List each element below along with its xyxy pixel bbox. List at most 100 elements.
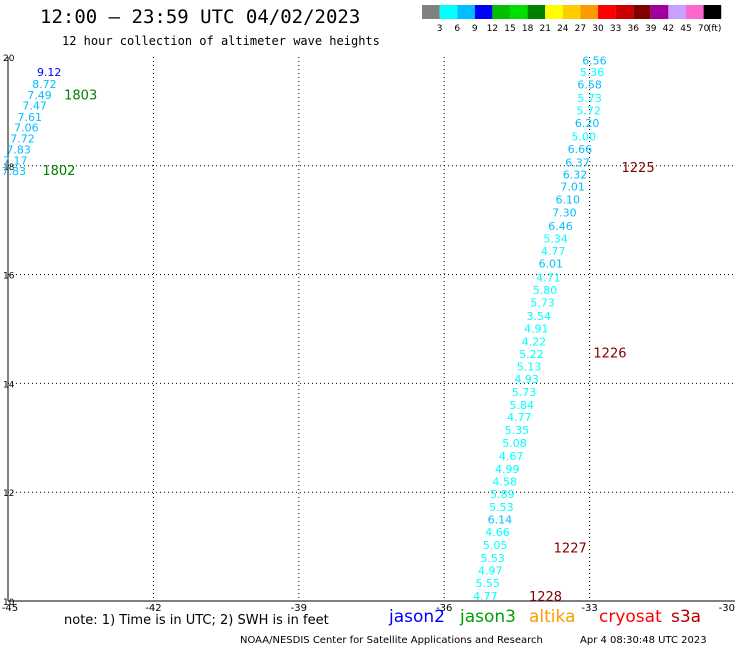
colorbar-tick-label: 70 bbox=[698, 24, 710, 34]
time-annotation: 1803 bbox=[64, 89, 97, 104]
colorbar-tick-label: 21 bbox=[539, 24, 550, 34]
footer-credit: NOAA/NESDIS Center for Satellite Applica… bbox=[240, 635, 543, 646]
colorbar-tick-label: 6 bbox=[454, 24, 460, 34]
colorbar-tick-label: 9 bbox=[472, 24, 478, 34]
data-point-label: 7.01 bbox=[560, 180, 585, 193]
x-tick-label: -36 bbox=[436, 603, 452, 614]
data-point-label: 4.93 bbox=[514, 373, 539, 386]
data-point-label: 7.83 bbox=[2, 165, 27, 178]
data-point-label: 5.34 bbox=[543, 233, 568, 246]
data-point-label: 9.12 bbox=[37, 66, 62, 79]
data-point-label: 7.17 bbox=[3, 154, 28, 167]
satellite-legend-item: altika bbox=[529, 607, 576, 627]
satellite-legend-item: jason3 bbox=[460, 607, 516, 627]
colorbar-swatch bbox=[457, 5, 475, 19]
data-point-label: 7.61 bbox=[18, 111, 43, 124]
data-point-label: 7.30 bbox=[552, 207, 577, 220]
data-point-label: 4.71 bbox=[536, 271, 561, 284]
colorbar-tick-label: 33 bbox=[610, 24, 621, 34]
x-tick-label: -33 bbox=[581, 603, 597, 614]
data-point-label: 5.80 bbox=[533, 284, 558, 297]
data-point-label: 5.05 bbox=[483, 539, 508, 552]
colorbar-swatch bbox=[439, 5, 458, 19]
data-point-label: 5.00 bbox=[572, 130, 597, 143]
footer-note: note: 1) Time is in UTC; 2) SWH is in fe… bbox=[64, 613, 329, 628]
data-point-label: 6.01 bbox=[539, 258, 564, 271]
colorbar-tick-label: 39 bbox=[645, 24, 657, 34]
data-point-label: 5.89 bbox=[490, 488, 515, 501]
colorbar-tick-label: 15 bbox=[504, 24, 515, 34]
colorbar-swatch bbox=[562, 5, 581, 19]
data-point-label: 6.56 bbox=[582, 54, 607, 67]
data-point-label: 6.14 bbox=[488, 513, 513, 526]
data-point-label: 6.32 bbox=[563, 169, 588, 182]
data-point-label: 5.08 bbox=[502, 437, 527, 450]
x-tick-label: -45 bbox=[2, 603, 18, 614]
satellite-legend-item: s3a bbox=[671, 607, 702, 627]
satellite-legend-item: cryosat bbox=[599, 607, 662, 627]
colorbar-tick-label: 24 bbox=[557, 24, 569, 34]
y-tick-label: 18 bbox=[3, 163, 15, 173]
colorbar-tick-label: 3 bbox=[437, 24, 443, 34]
colorbar-tick-label: 42 bbox=[663, 24, 674, 34]
data-point-label: 6.66 bbox=[568, 143, 593, 156]
data-point-label: 5.84 bbox=[509, 399, 534, 412]
time-annotation: 1228 bbox=[529, 590, 562, 605]
colorbar-tick-label: 18 bbox=[522, 24, 534, 34]
data-point-label: 4.58 bbox=[493, 475, 518, 488]
data-point-label: 4.97 bbox=[478, 565, 503, 578]
colorbar-swatch bbox=[633, 5, 651, 19]
colorbar-legend: 3 6 9 12 15 18 21 24 27 30 33 36 39 42 45 70(ft) bbox=[422, 5, 722, 34]
colorbar-tick-label: 27 bbox=[575, 24, 586, 34]
data-point-label: 4.77 bbox=[507, 411, 532, 424]
y-tick-label: 10 bbox=[3, 598, 15, 608]
data-point-label: 7.47 bbox=[22, 99, 47, 112]
data-point-label: 7.49 bbox=[27, 89, 52, 102]
colorbar-swatch bbox=[598, 5, 616, 19]
colorbar-swatch bbox=[668, 5, 686, 19]
colorbar-swatch bbox=[650, 5, 669, 19]
colorbar-tick-label: 45 bbox=[680, 24, 691, 34]
data-point-label: 5.22 bbox=[519, 348, 544, 361]
satellite-legend-item: jason2 bbox=[389, 607, 445, 627]
time-annotation: 1226 bbox=[593, 346, 626, 361]
data-point-label: 5.13 bbox=[517, 361, 542, 374]
data-point-label: 6.46 bbox=[548, 220, 573, 233]
y-tick-label: 16 bbox=[3, 272, 15, 282]
data-point-label: 5.73 bbox=[530, 296, 555, 309]
colorbar-swatch bbox=[703, 5, 722, 19]
colorbar-swatch bbox=[686, 5, 704, 19]
data-point-label: 5.36 bbox=[580, 66, 605, 79]
colorbar-swatch bbox=[615, 5, 634, 19]
colorbar-swatch bbox=[510, 5, 528, 19]
data-point-label: 5.55 bbox=[476, 577, 501, 590]
y-tick-label: 14 bbox=[3, 380, 15, 390]
data-point-label: 7.83 bbox=[6, 143, 31, 156]
data-point-label: 5.35 bbox=[505, 424, 530, 437]
data-point-label: 4.91 bbox=[524, 322, 549, 335]
colorbar-swatch bbox=[474, 5, 493, 19]
data-point-label: 4.99 bbox=[495, 463, 520, 476]
colorbar-unit: (ft) bbox=[708, 24, 722, 34]
colorbar-swatch bbox=[527, 5, 546, 19]
colorbar-swatch bbox=[492, 5, 510, 19]
data-point-label: 5.53 bbox=[480, 552, 505, 565]
colorbar-tick-label: 30 bbox=[592, 24, 604, 34]
x-tick-label: -42 bbox=[145, 603, 161, 614]
time-annotation: 1802 bbox=[42, 164, 75, 179]
time-annotation: 1225 bbox=[622, 161, 655, 176]
data-point-label: 7.72 bbox=[10, 133, 35, 146]
colorbar-swatch bbox=[580, 5, 598, 19]
colorbar-swatch bbox=[545, 5, 563, 19]
footer-timestamp: Apr 4 08:30:48 UTC 2023 bbox=[580, 635, 707, 646]
data-point-label: 5.72 bbox=[576, 104, 601, 117]
data-point-label: 8.72 bbox=[32, 78, 57, 91]
colorbar-tick-label: 12 bbox=[487, 24, 498, 34]
data-point-label: 4.22 bbox=[522, 336, 547, 349]
y-tick-label: 20 bbox=[3, 54, 15, 64]
data-point-label: 3.54 bbox=[526, 310, 551, 323]
data-point-label: 4.67 bbox=[499, 450, 524, 463]
x-tick-label: -39 bbox=[291, 603, 307, 614]
